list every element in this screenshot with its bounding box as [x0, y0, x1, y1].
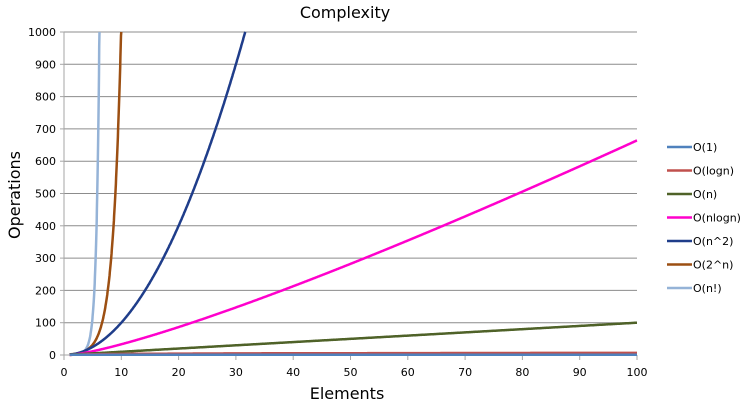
y-axis-ticks: 0 100 200 300 400 500 600 700 800 900 1000 [28, 26, 64, 362]
legend-item: O(n^2) [667, 235, 733, 248]
y-tick-label: 500 [35, 188, 56, 201]
series-lines [68, 31, 638, 357]
series-line-O(n) [68, 321, 638, 356]
x-tick-label: 80 [515, 366, 529, 379]
y-tick-label: 100 [35, 317, 56, 330]
y-tick-label: 700 [35, 123, 56, 136]
y-tick-label: 600 [35, 155, 56, 168]
legend-label: O(1) [693, 141, 717, 154]
y-tick-label: 200 [35, 284, 56, 297]
x-tick-label: 50 [344, 366, 358, 379]
legend-label: O(n^2) [693, 235, 733, 248]
x-tick-label: 40 [286, 366, 300, 379]
legend-label: O(nlogn) [693, 212, 741, 225]
x-axis-label: Elements [310, 384, 385, 403]
legend: O(1) O(logn) O(n) O(nlogn) O(n^2) O(2^n) O(n!) [667, 141, 741, 295]
x-tick-label: 60 [401, 366, 415, 379]
x-tick-label: 20 [172, 366, 186, 379]
y-tick-label: 1000 [28, 26, 56, 39]
legend-label: O(2^n) [693, 259, 733, 272]
series-line-O(nlogn) [68, 139, 638, 357]
legend-item: O(logn) [667, 165, 734, 178]
chart-title: Complexity [300, 3, 390, 22]
x-tick-label: 10 [114, 366, 128, 379]
legend-item: O(nlogn) [667, 212, 741, 225]
legend-item: O(n) [667, 188, 717, 201]
legend-label: O(n!) [693, 282, 722, 295]
legend-item: O(n!) [667, 282, 722, 295]
x-tick-label: 0 [61, 366, 68, 379]
gridlines [64, 31, 637, 324]
x-tick-label: 100 [627, 366, 648, 379]
y-tick-label: 800 [35, 91, 56, 104]
x-tick-label: 90 [573, 366, 587, 379]
y-tick-label: 300 [35, 252, 56, 265]
legend-item: O(1) [667, 141, 717, 154]
x-tick-label: 70 [458, 366, 472, 379]
series-line-O(n^2) [68, 31, 247, 356]
y-tick-label: 0 [49, 349, 56, 362]
legend-label: O(logn) [693, 165, 734, 178]
legend-label: O(n) [693, 188, 717, 201]
y-tick-label: 400 [35, 220, 56, 233]
y-axis-label: Operations [5, 151, 24, 239]
y-tick-label: 900 [35, 58, 56, 71]
x-axis-ticks: 0 10 20 30 40 50 60 70 80 90 100 [61, 355, 648, 379]
legend-item: O(2^n) [667, 259, 733, 272]
x-tick-label: 30 [229, 366, 243, 379]
